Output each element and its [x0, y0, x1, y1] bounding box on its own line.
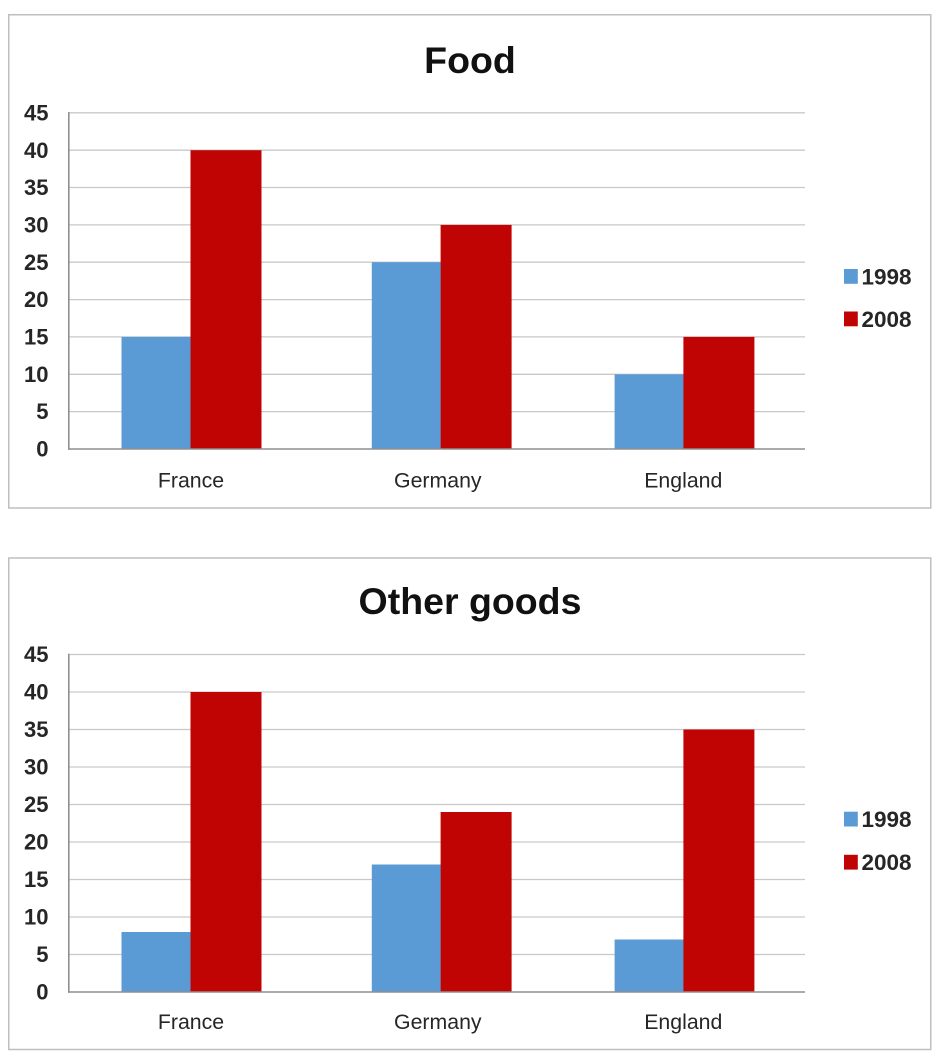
svg-text:15: 15 [24, 867, 48, 892]
svg-text:1998: 1998 [862, 264, 912, 289]
svg-text:25: 25 [24, 792, 48, 817]
svg-text:Other goods: Other goods [359, 580, 582, 622]
svg-text:2008: 2008 [862, 307, 912, 332]
svg-text:20: 20 [24, 830, 48, 855]
svg-text:England: England [644, 1010, 722, 1034]
svg-text:Food: Food [424, 39, 516, 81]
svg-text:Germany: Germany [394, 1010, 482, 1034]
svg-text:20: 20 [24, 287, 48, 312]
svg-text:2008: 2008 [862, 850, 912, 875]
svg-text:1998: 1998 [862, 807, 912, 832]
svg-text:10: 10 [24, 362, 48, 387]
svg-text:France: France [158, 1010, 224, 1034]
svg-text:25: 25 [24, 250, 48, 275]
svg-text:5: 5 [36, 942, 48, 967]
svg-text:France: France [158, 469, 224, 493]
svg-text:40: 40 [24, 680, 48, 705]
svg-text:Germany: Germany [394, 469, 482, 493]
svg-text:0: 0 [36, 437, 48, 462]
svg-text:35: 35 [24, 717, 48, 742]
svg-text:45: 45 [24, 100, 48, 125]
svg-text:30: 30 [24, 755, 48, 780]
svg-text:40: 40 [24, 138, 48, 163]
svg-text:England: England [644, 469, 722, 493]
svg-text:5: 5 [36, 399, 48, 424]
svg-text:30: 30 [24, 213, 48, 238]
svg-text:0: 0 [36, 980, 48, 1005]
svg-text:15: 15 [24, 325, 48, 350]
svg-text:35: 35 [24, 175, 48, 200]
svg-text:10: 10 [24, 905, 48, 930]
svg-text:45: 45 [24, 642, 48, 667]
